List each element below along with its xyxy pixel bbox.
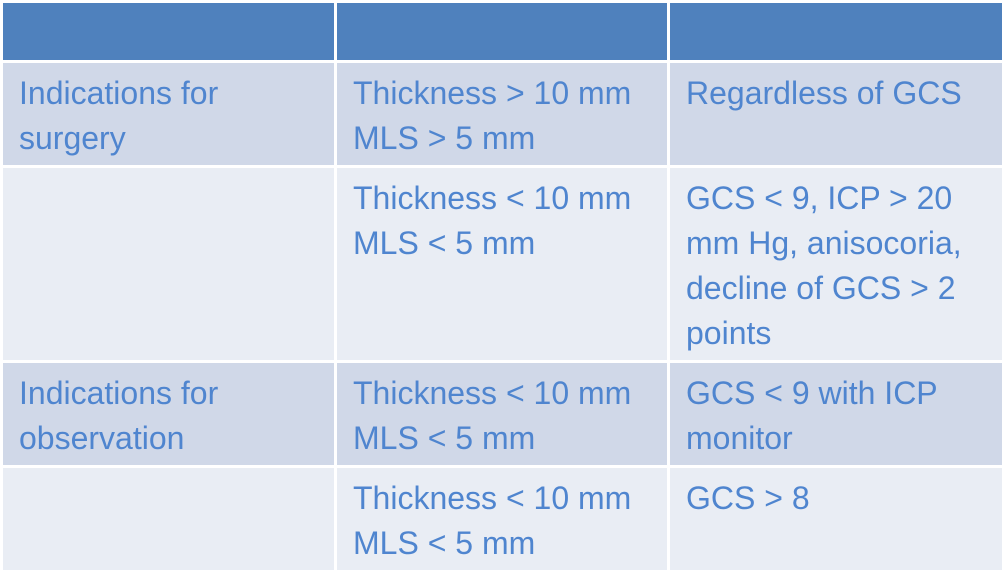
table-cell: Indications for surgery [3, 63, 334, 165]
table-cell: GCS < 9, ICP > 20 mm Hg, anisocoria, dec… [670, 168, 1002, 360]
table-cell: Thickness < 10 mm MLS < 5 mm [337, 468, 667, 570]
table-cell [3, 168, 334, 360]
table-cell: Indications for observation [3, 363, 334, 465]
table-cell [3, 468, 334, 570]
header-cell [3, 3, 334, 60]
table-cell: Thickness < 10 mm MLS < 5 mm [337, 363, 667, 465]
table-cell: Regardless of GCS [670, 63, 1002, 165]
table-cell: Thickness < 10 mm MLS < 5 mm [337, 168, 667, 360]
header-cell [337, 3, 667, 60]
table-cell: Thickness > 10 mm MLS > 5 mm [337, 63, 667, 165]
table-cell: GCS > 8 [670, 468, 1002, 570]
header-cell [670, 3, 1002, 60]
table-cell: GCS < 9 with ICP monitor [670, 363, 1002, 465]
